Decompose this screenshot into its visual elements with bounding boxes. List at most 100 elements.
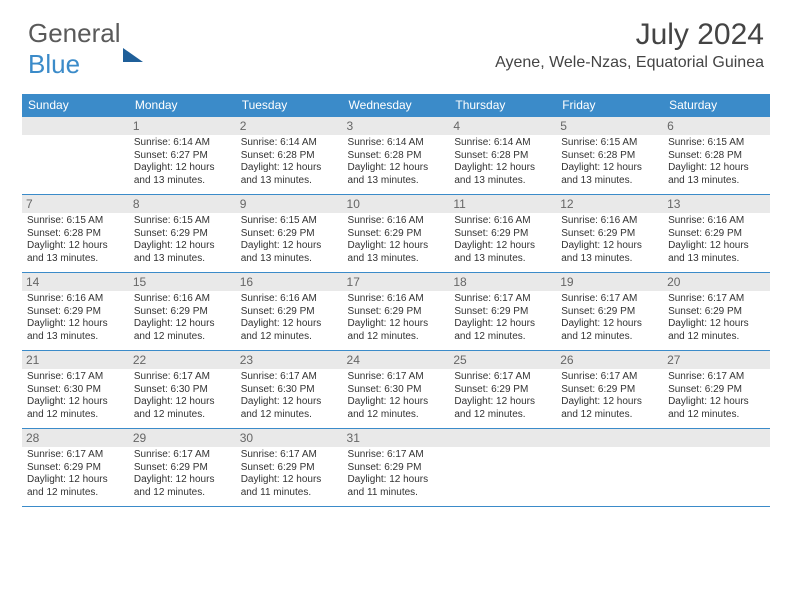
calendar-week-row: 21 Sunrise: 6:17 AMSunset: 6:30 PMDayligh…: [22, 351, 770, 429]
calendar-day-cell: 1 Sunrise: 6:14 AMSunset: 6:27 PMDaylight…: [129, 117, 236, 195]
day-info: Sunrise: 6:17 AMSunset: 6:29 PMDaylight:…: [348, 449, 445, 499]
calendar-day-cell: 4Sunrise: 6:14 AMSunset: 6:28 PMDaylight…: [449, 117, 556, 195]
calendar-day-cell: 29 Sunrise: 6:17 AMSunset: 6:29 PMDayligh…: [129, 429, 236, 507]
logo-word-2: Blue: [28, 49, 80, 79]
logo-triangle-icon: [123, 18, 143, 62]
day-number: 31: [343, 429, 450, 447]
day-number: 11: [449, 195, 556, 213]
day-info: Sunrise: 6:14 AMSunset: 6:28 PMDaylight:…: [454, 137, 551, 187]
day-info: Sunrise: 6:17 AMSunset: 6:29 PMDaylight:…: [134, 449, 231, 499]
calendar-day-cell: 2 Sunrise: 6:14 AMSunset: 6:28 PMDaylight…: [236, 117, 343, 195]
day-info: Sunrise: 6:17 AMSunset: 6:29 PMDaylight:…: [454, 371, 551, 421]
calendar-day-cell: 13 Sunrise: 6:16 AMSunset: 6:29 PMDayligh…: [663, 195, 770, 273]
day-number: 2: [236, 117, 343, 135]
weekday-header: Friday: [556, 94, 663, 117]
day-info: Sunrise: 6:17 AMSunset: 6:29 PMDaylight:…: [561, 371, 658, 421]
month-title: July 2024: [495, 18, 764, 52]
day-number: 19: [556, 273, 663, 291]
calendar-day-cell: 6 Sunrise: 6:15 AMSunset: 6:28 PMDaylight…: [663, 117, 770, 195]
day-number: 22: [129, 351, 236, 369]
day-info: Sunrise: 6:17 AMSunset: 6:30 PMDaylight:…: [348, 371, 445, 421]
calendar-day-cell: 10 Sunrise: 6:16 AMSunset: 6:29 PMDayligh…: [343, 195, 450, 273]
calendar-day-cell: 7Sunrise: 6:15 AMSunset: 6:28 PMDaylight…: [22, 195, 129, 273]
calendar-day-cell: 24 Sunrise: 6:17 AMSunset: 6:30 PMDayligh…: [343, 351, 450, 429]
calendar-day-cell: 16Sunrise: 6:16 AMSunset: 6:29 PMDayligh…: [236, 273, 343, 351]
day-info: Sunrise: 6:15 AMSunset: 6:29 PMDaylight:…: [134, 215, 231, 265]
calendar-day-cell: [556, 429, 663, 507]
logo-word-1: General: [28, 18, 121, 48]
calendar-day-cell: 14 Sunrise: 6:16 AMSunset: 6:29 PMDayligh…: [22, 273, 129, 351]
weekday-header: Tuesday: [236, 94, 343, 117]
day-number: 1: [129, 117, 236, 135]
day-info: Sunrise: 6:17 AMSunset: 6:29 PMDaylight:…: [27, 449, 124, 499]
day-info: Sunrise: 6:14 AMSunset: 6:27 PMDaylight:…: [134, 137, 231, 187]
calendar-day-cell: 17Sunrise: 6:16 AMSunset: 6:29 PMDayligh…: [343, 273, 450, 351]
day-number: 8: [129, 195, 236, 213]
day-number: 21: [22, 351, 129, 369]
calendar-week-row: 7Sunrise: 6:15 AMSunset: 6:28 PMDaylight…: [22, 195, 770, 273]
day-number: 29: [129, 429, 236, 447]
calendar-week-row: 28 Sunrise: 6:17 AMSunset: 6:29 PMDayligh…: [22, 429, 770, 507]
day-info: Sunrise: 6:16 AMSunset: 6:29 PMDaylight:…: [27, 293, 124, 343]
day-number: 5: [556, 117, 663, 135]
day-number: 12: [556, 195, 663, 213]
weekday-header: Thursday: [449, 94, 556, 117]
day-number: 10: [343, 195, 450, 213]
header: General Blue July 2024 Ayene, Wele-Nzas,…: [0, 0, 792, 86]
calendar-day-cell: 20 Sunrise: 6:17 AMSunset: 6:29 PMDayligh…: [663, 273, 770, 351]
day-info: Sunrise: 6:17 AMSunset: 6:30 PMDaylight:…: [27, 371, 124, 421]
day-info: Sunrise: 6:16 AMSunset: 6:29 PMDaylight:…: [348, 215, 445, 265]
day-info: Sunrise: 6:16 AMSunset: 6:29 PMDaylight:…: [668, 215, 765, 265]
day-info: Sunrise: 6:17 AMSunset: 6:29 PMDaylight:…: [668, 293, 765, 343]
calendar-day-cell: 28 Sunrise: 6:17 AMSunset: 6:29 PMDayligh…: [22, 429, 129, 507]
calendar-day-cell: 8 Sunrise: 6:15 AMSunset: 6:29 PMDaylight…: [129, 195, 236, 273]
calendar-day-cell: 9Sunrise: 6:15 AMSunset: 6:29 PMDaylight…: [236, 195, 343, 273]
day-number: 3: [343, 117, 450, 135]
calendar-day-cell: 23Sunrise: 6:17 AMSunset: 6:30 PMDayligh…: [236, 351, 343, 429]
day-info: Sunrise: 6:17 AMSunset: 6:30 PMDaylight:…: [241, 371, 338, 421]
calendar-day-cell: [22, 117, 129, 195]
day-info: Sunrise: 6:15 AMSunset: 6:29 PMDaylight:…: [241, 215, 338, 265]
day-number: [449, 429, 556, 447]
day-number: 16: [236, 273, 343, 291]
day-number: [22, 117, 129, 135]
day-info: Sunrise: 6:17 AMSunset: 6:29 PMDaylight:…: [561, 293, 658, 343]
day-number: 20: [663, 273, 770, 291]
calendar-week-row: 1 Sunrise: 6:14 AMSunset: 6:27 PMDaylight…: [22, 117, 770, 195]
day-number: 6: [663, 117, 770, 135]
calendar-day-cell: 31 Sunrise: 6:17 AMSunset: 6:29 PMDayligh…: [343, 429, 450, 507]
day-info: Sunrise: 6:16 AMSunset: 6:29 PMDaylight:…: [561, 215, 658, 265]
day-info: Sunrise: 6:16 AMSunset: 6:29 PMDaylight:…: [348, 293, 445, 343]
day-number: 26: [556, 351, 663, 369]
calendar-day-cell: 5 Sunrise: 6:15 AMSunset: 6:28 PMDaylight…: [556, 117, 663, 195]
calendar-week-row: 14 Sunrise: 6:16 AMSunset: 6:29 PMDayligh…: [22, 273, 770, 351]
day-info: Sunrise: 6:17 AMSunset: 6:30 PMDaylight:…: [134, 371, 231, 421]
day-number: 28: [22, 429, 129, 447]
calendar-day-cell: 21 Sunrise: 6:17 AMSunset: 6:30 PMDayligh…: [22, 351, 129, 429]
day-number: 15: [129, 273, 236, 291]
calendar-day-cell: 26 Sunrise: 6:17 AMSunset: 6:29 PMDayligh…: [556, 351, 663, 429]
weekday-header: Wednesday: [343, 94, 450, 117]
weekday-header: Saturday: [663, 94, 770, 117]
calendar-table: SundayMondayTuesdayWednesdayThursdayFrid…: [22, 94, 770, 507]
calendar-day-cell: 15 Sunrise: 6:16 AMSunset: 6:29 PMDayligh…: [129, 273, 236, 351]
weekday-header: Sunday: [22, 94, 129, 117]
day-info: Sunrise: 6:14 AMSunset: 6:28 PMDaylight:…: [241, 137, 338, 187]
calendar-day-cell: 12 Sunrise: 6:16 AMSunset: 6:29 PMDayligh…: [556, 195, 663, 273]
location-subtitle: Ayene, Wele-Nzas, Equatorial Guinea: [495, 54, 764, 72]
weekday-header: Monday: [129, 94, 236, 117]
calendar-day-cell: [663, 429, 770, 507]
day-info: Sunrise: 6:16 AMSunset: 6:29 PMDaylight:…: [134, 293, 231, 343]
day-info: Sunrise: 6:17 AMSunset: 6:29 PMDaylight:…: [241, 449, 338, 499]
day-number: [663, 429, 770, 447]
title-block: July 2024 Ayene, Wele-Nzas, Equatorial G…: [495, 18, 764, 72]
day-info: Sunrise: 6:16 AMSunset: 6:29 PMDaylight:…: [454, 215, 551, 265]
calendar-day-cell: 19 Sunrise: 6:17 AMSunset: 6:29 PMDayligh…: [556, 273, 663, 351]
calendar-day-cell: 18Sunrise: 6:17 AMSunset: 6:29 PMDayligh…: [449, 273, 556, 351]
day-info: Sunrise: 6:15 AMSunset: 6:28 PMDaylight:…: [668, 137, 765, 187]
day-info: Sunrise: 6:15 AMSunset: 6:28 PMDaylight:…: [561, 137, 658, 187]
day-number: 14: [22, 273, 129, 291]
logo: General Blue: [28, 18, 143, 80]
day-number: 24: [343, 351, 450, 369]
day-number: 13: [663, 195, 770, 213]
